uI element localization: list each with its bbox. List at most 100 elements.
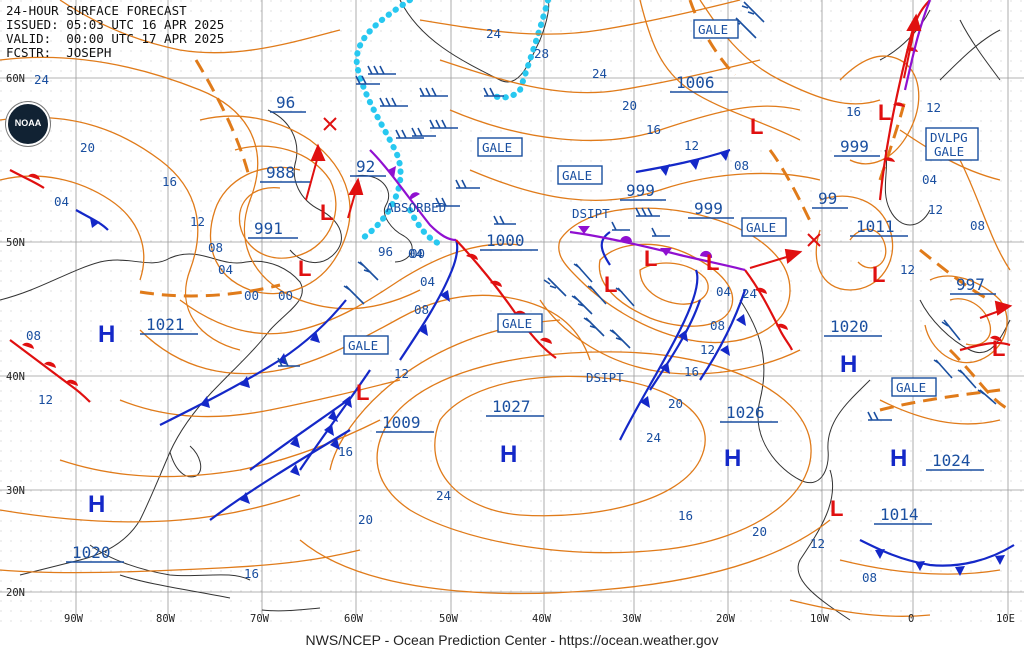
gale-warnings: GALE GALE GALE GALE GALE GALE GALE DVLPG…: [343, 19, 979, 397]
low-symbol: L: [830, 496, 843, 521]
pressure-underlines: [66, 91, 996, 563]
isobar-label: 04: [408, 246, 423, 261]
isobar-label: 16: [338, 444, 353, 459]
gale-label: GALE: [896, 380, 926, 395]
isobar-label: 00: [278, 288, 293, 303]
isobar-label: 24: [486, 26, 501, 41]
isobar-label: 08: [862, 570, 877, 585]
pressure-label: 1027: [492, 397, 531, 416]
pressure-label: 1014: [880, 505, 919, 524]
high-centers: H H H H H H: [88, 321, 907, 518]
low-symbol: L: [356, 380, 369, 405]
wind-barbs: [277, 1, 997, 421]
pressure-label: 999: [694, 199, 723, 218]
low-symbol: L: [872, 262, 885, 287]
high-symbol: H: [724, 445, 741, 472]
gale-label: GALE: [746, 220, 776, 235]
isobar-label: 16: [244, 566, 259, 581]
pressure-label: 999: [840, 137, 869, 156]
isobar-label: 12: [394, 366, 409, 381]
gale-label: GALE: [502, 316, 532, 331]
isobar-label: 04: [922, 172, 937, 187]
isobar-label: 12: [810, 536, 825, 551]
high-symbol: H: [88, 491, 105, 518]
forecaster: FCSTR: JOSEPH: [6, 45, 112, 60]
lon-label: 20W: [716, 613, 736, 625]
valid-time: VALID: 00:00 UTC 17 APR 2025: [6, 31, 225, 46]
lon-label: 70W: [250, 613, 270, 625]
isobar-label: 96: [378, 244, 393, 259]
isobar-label: 24: [436, 488, 451, 503]
isobar-label: 12: [38, 392, 53, 407]
isobar-label: 08: [414, 302, 429, 317]
lat-label: 50N: [6, 237, 25, 249]
isobar-label: 16: [678, 508, 693, 523]
lon-label: 30W: [622, 613, 642, 625]
lat-label: 40N: [6, 371, 25, 383]
low-symbol: L: [604, 272, 617, 297]
low-symbol: L: [878, 100, 891, 125]
forecast-title: 24-HOUR SURFACE FORECAST: [6, 3, 187, 18]
low-centers: L L L L L L L L L L L: [298, 100, 1005, 521]
gale-label: GALE: [698, 22, 728, 37]
isobar-label: 00: [244, 288, 259, 303]
isobar-label: 08: [970, 218, 985, 233]
dsipt-note: DSIPT: [586, 370, 624, 385]
lon-label: 0: [908, 613, 914, 625]
lat-label: 30N: [6, 485, 25, 497]
dvlpg-gale-label: GALE: [934, 144, 964, 159]
isobar-label: 08: [710, 318, 725, 333]
pressure-label: 988: [266, 163, 295, 182]
noaa-logo-text: NOAA: [14, 118, 42, 128]
high-symbol: H: [98, 321, 115, 348]
isobar-label: 04: [218, 262, 233, 277]
isobar-label: 12: [900, 262, 915, 277]
pressure-labels: 96 988 991 92 1000 1021 1006 999 999 999…: [72, 73, 985, 562]
ice-edge: [353, 0, 551, 247]
cyclone-x-marks: [323, 117, 821, 247]
isobar-label: 12: [190, 214, 205, 229]
lon-label: 10W: [810, 613, 830, 625]
pressure-label: 1011: [856, 217, 895, 236]
low-symbol: L: [750, 114, 763, 139]
pressure-label: 1009: [382, 413, 421, 432]
pressure-label: 1026: [726, 403, 765, 422]
lon-label: 40W: [532, 613, 552, 625]
pressure-label: 991: [254, 219, 283, 238]
lon-label: 50W: [439, 613, 459, 625]
noaa-logo: NOAA: [6, 102, 50, 146]
pressure-label: 96: [276, 93, 295, 112]
isobar-label: 16: [684, 364, 699, 379]
low-symbol: L: [320, 200, 333, 225]
isobar-label: 20: [358, 512, 373, 527]
occluded-fronts: [369, 0, 932, 272]
pressure-label: 99: [818, 189, 837, 208]
high-symbol: H: [840, 351, 857, 378]
lon-label: 10E: [996, 613, 1015, 625]
isobar-label: 12: [684, 138, 699, 153]
dvlpg-label: DVLPG: [930, 130, 968, 145]
isobar-label: 16: [162, 174, 177, 189]
pressure-label: 997: [956, 275, 985, 294]
isobar-label: 04: [420, 274, 435, 289]
pressure-label: 92: [356, 157, 375, 176]
isobar-label: 24: [34, 72, 49, 87]
isobar-label: 12: [926, 100, 941, 115]
cold-fronts: [75, 148, 1015, 567]
isobar-label: 12: [928, 202, 943, 217]
cold-front-barbs: [90, 149, 1005, 576]
isobar-label: 08: [734, 158, 749, 173]
lat-labels: 60N 50N 40N 30N 20N: [6, 73, 25, 599]
isobar-label: 20: [622, 98, 637, 113]
isobar-label: 16: [846, 104, 861, 119]
isobar-label: 00: [410, 246, 425, 261]
dsipt-note: DSIPT: [572, 206, 610, 221]
lat-label: 60N: [6, 73, 25, 85]
pressure-label: 1020: [830, 317, 869, 336]
isobar-label: 28: [534, 46, 549, 61]
isobar-label: 24: [592, 66, 607, 81]
footer-credit: NWS/NCEP - Ocean Prediction Center - htt…: [305, 632, 719, 648]
isobar-label: 16: [646, 122, 661, 137]
pressure-label: 1006: [676, 73, 715, 92]
movement-arrows: [305, 13, 1013, 319]
